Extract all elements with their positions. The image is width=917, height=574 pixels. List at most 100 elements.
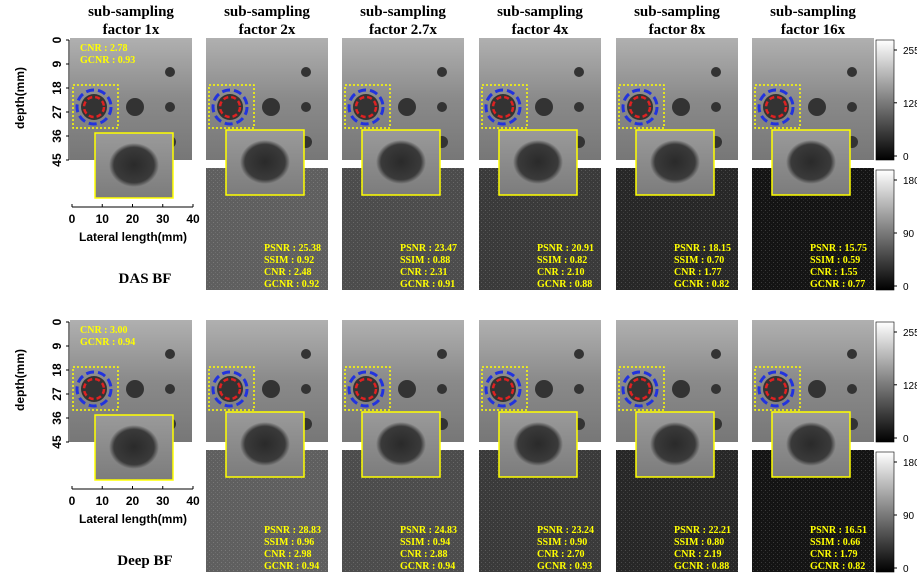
column-title: factor 16x [781, 22, 846, 38]
colorbar-tick-label: 255 [903, 328, 917, 339]
metric: SSIM : 0.70 [674, 255, 724, 266]
lateral-tick-label: 10 [96, 494, 110, 508]
depth-tick-label: 36 [50, 129, 64, 143]
zoom-cyst [513, 422, 563, 466]
zoom-cyst [650, 140, 700, 184]
metric: PSNR : 23.24 [537, 525, 594, 536]
cyst [262, 380, 280, 398]
metric: GCNR : 0.82 [810, 561, 865, 572]
cyst [437, 349, 447, 359]
cyst [574, 349, 584, 359]
metric: PSNR : 18.15 [674, 243, 731, 254]
metric: CNR : 2.70 [537, 549, 585, 560]
lateral-tick-label: 30 [156, 212, 170, 226]
metric: PSNR : 15.75 [810, 243, 867, 254]
cyst [535, 380, 553, 398]
depth-tick-label: 27 [50, 387, 64, 401]
metric: CNR : 1.55 [810, 267, 858, 278]
cyst [847, 102, 857, 112]
cyst [437, 102, 447, 112]
column-title: sub-sampling [634, 4, 720, 20]
roi-outer [211, 370, 249, 408]
depth-label: depth(mm) [13, 349, 27, 411]
cyst [490, 376, 516, 402]
cyst [165, 384, 175, 394]
roi-inner [491, 377, 515, 401]
cyst [535, 98, 553, 116]
metric: PSNR : 22.21 [674, 525, 731, 536]
cyst [711, 384, 721, 394]
depth-tick-label: 0 [50, 36, 64, 43]
column-title: sub-sampling [88, 4, 174, 20]
lateral-label: Lateral length(mm) [79, 512, 187, 526]
metric: SSIM : 0.80 [674, 537, 724, 548]
colorbar [875, 451, 895, 573]
cyst [847, 384, 857, 394]
metric: CNR : 1.77 [674, 267, 722, 278]
metric: CNR : 2.78 [80, 43, 128, 54]
roi-outer [621, 88, 659, 126]
metric: GCNR : 0.93 [80, 55, 135, 66]
cyst [672, 380, 690, 398]
roi-outer [347, 370, 385, 408]
cyst [301, 384, 311, 394]
roi-outer [75, 370, 113, 408]
metric: GCNR : 0.88 [674, 561, 729, 572]
metric: PSNR : 20.91 [537, 243, 594, 254]
cyst [217, 376, 243, 402]
cyst [574, 102, 584, 112]
cyst [437, 384, 447, 394]
roi-outer [347, 88, 385, 126]
column-title: sub-sampling [360, 4, 446, 20]
cyst [847, 67, 857, 77]
depth-tick-label: 0 [50, 318, 64, 325]
cyst [672, 98, 690, 116]
lateral-tick-label: 20 [126, 212, 140, 226]
metric: SSIM : 0.96 [264, 537, 314, 548]
metric: SSIM : 0.59 [810, 255, 860, 266]
depth-tick-label: 18 [50, 81, 64, 95]
cyst [217, 94, 243, 120]
roi-outer [211, 88, 249, 126]
zoom-cyst [650, 422, 700, 466]
zoom-cyst [109, 425, 159, 469]
row-label: DAS BF [119, 271, 172, 287]
depth-tick-label: 9 [50, 60, 64, 67]
cyst [301, 102, 311, 112]
lateral-label: Lateral length(mm) [79, 230, 187, 244]
metric: CNR : 2.88 [400, 549, 448, 560]
metric: PSNR : 16.51 [810, 525, 867, 536]
roi-inner [764, 95, 788, 119]
depth-tick-label: 36 [50, 411, 64, 425]
metric: SSIM : 0.88 [400, 255, 450, 266]
metric: SSIM : 0.92 [264, 255, 314, 266]
cyst [711, 349, 721, 359]
cyst [490, 94, 516, 120]
roi-outer [484, 370, 522, 408]
colorbar-tick-label: 90 [903, 229, 915, 240]
column-title: sub-sampling [770, 4, 856, 20]
zoom-cyst [786, 422, 836, 466]
cyst [165, 102, 175, 112]
metric: GCNR : 0.82 [674, 279, 729, 290]
metric: CNR : 1.79 [810, 549, 858, 560]
colorbar-tick-label: 0 [903, 434, 909, 445]
metric: CNR : 2.31 [400, 267, 448, 278]
cyst [627, 376, 653, 402]
lateral-tick-label: 0 [69, 494, 76, 508]
metric: PSNR : 24.83 [400, 525, 457, 536]
metric: SSIM : 0.90 [537, 537, 587, 548]
metric: GCNR : 0.93 [537, 561, 592, 572]
metric: GCNR : 0.94 [264, 561, 319, 572]
colorbar [875, 169, 895, 291]
metric: SSIM : 0.94 [400, 537, 450, 548]
depth-tick-label: 27 [50, 105, 64, 119]
metric: GCNR : 0.92 [264, 279, 319, 290]
cyst [165, 67, 175, 77]
column-title: sub-sampling [224, 4, 310, 20]
cyst [574, 67, 584, 77]
roi-inner [628, 377, 652, 401]
depth-label: depth(mm) [13, 67, 27, 129]
cyst [711, 67, 721, 77]
